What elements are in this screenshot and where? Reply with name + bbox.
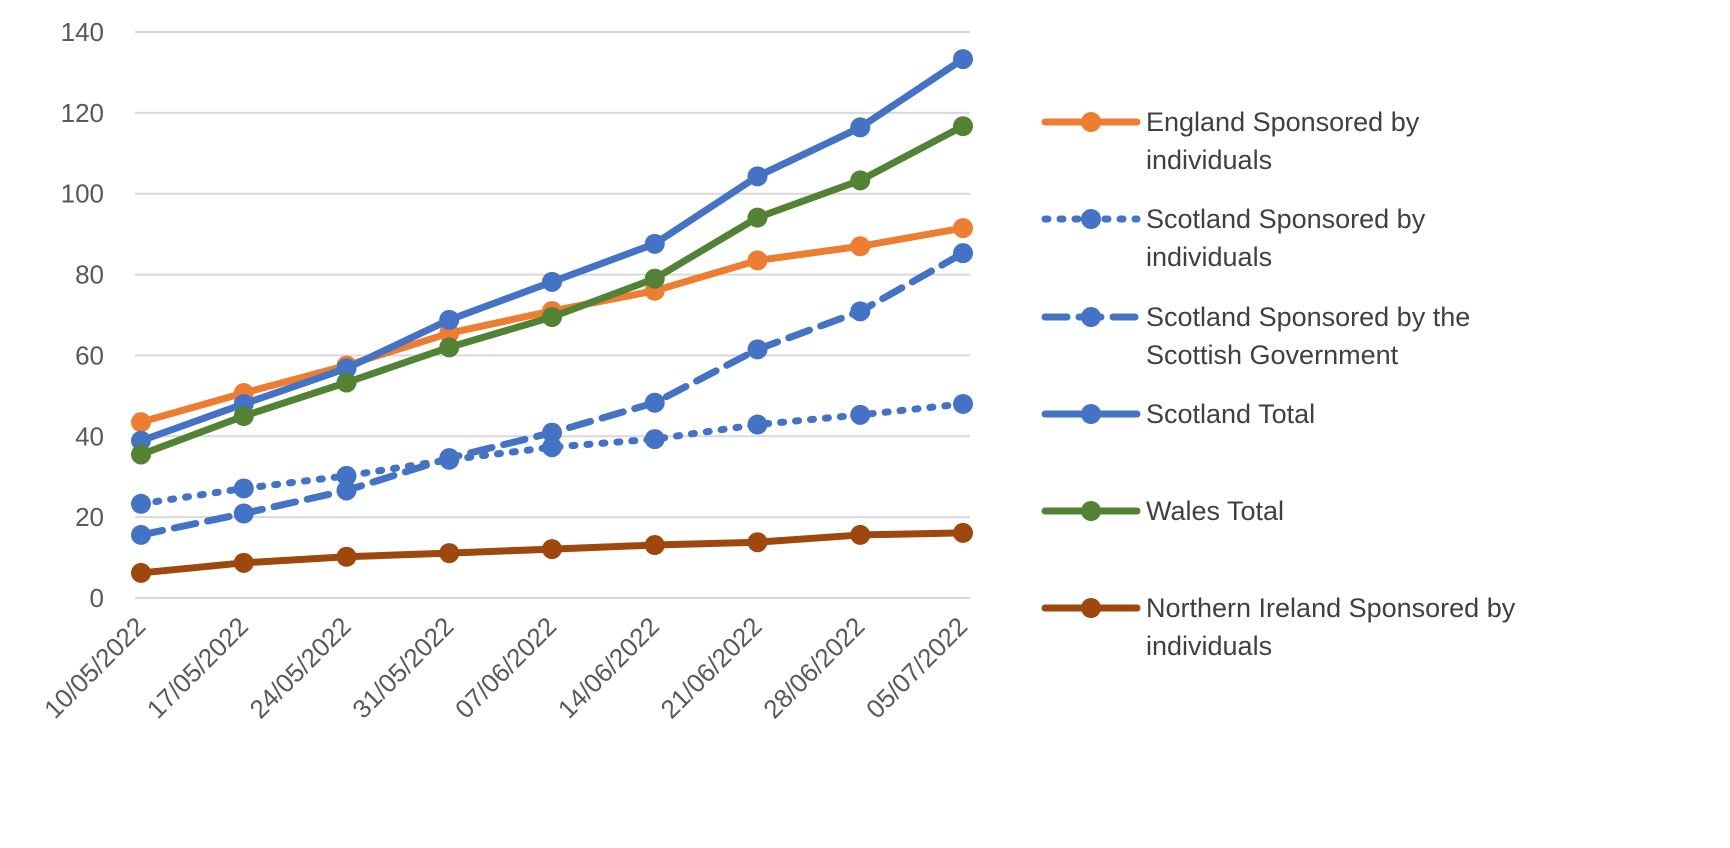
data-point bbox=[953, 243, 973, 264]
data-point bbox=[233, 552, 254, 573]
legend-label: Wales Total bbox=[1146, 496, 1284, 526]
data-point bbox=[850, 524, 871, 545]
legend-label: Scottish Government bbox=[1146, 340, 1399, 370]
data-point bbox=[233, 406, 254, 427]
data-point bbox=[131, 524, 151, 545]
data-point bbox=[336, 372, 357, 393]
data-point bbox=[953, 393, 973, 414]
legend-entry: Northern Ireland Sponsored by individuals bbox=[1041, 593, 1516, 661]
x-tick-label: 05/07/2022 bbox=[860, 611, 973, 724]
y-tick-label: 60 bbox=[75, 340, 104, 370]
y-tick-label: 100 bbox=[61, 179, 104, 209]
data-point bbox=[439, 337, 460, 358]
data-point bbox=[336, 546, 357, 567]
data-point bbox=[747, 414, 768, 435]
series-layer bbox=[131, 49, 973, 583]
y-axis-ticks: 0 20 40 60 80 100 120 140 bbox=[61, 17, 104, 613]
data-point bbox=[233, 478, 254, 499]
y-tick-label: 40 bbox=[75, 421, 104, 451]
legend-label: individuals bbox=[1146, 631, 1272, 661]
x-tick-label: 07/06/2022 bbox=[449, 611, 562, 724]
x-tick-label: 31/05/2022 bbox=[346, 611, 459, 724]
y-tick-label: 140 bbox=[61, 17, 104, 47]
series-line bbox=[137, 400, 967, 508]
legend-entry: Scotland Total bbox=[1041, 399, 1315, 429]
y-tick-label: 0 bbox=[90, 583, 104, 613]
x-tick-label: 10/05/2022 bbox=[38, 611, 151, 724]
data-point bbox=[439, 448, 460, 469]
legend-label: England Sponsored by bbox=[1146, 107, 1420, 137]
legend-label: Scotland Total bbox=[1146, 399, 1315, 429]
legend-entry: Scotland Sponsored by the Scottish Govern… bbox=[1041, 302, 1470, 370]
data-point bbox=[542, 437, 562, 458]
data-point bbox=[850, 301, 871, 322]
data-point bbox=[953, 49, 973, 70]
data-point bbox=[233, 503, 254, 524]
data-point bbox=[131, 444, 151, 465]
data-point bbox=[850, 170, 871, 191]
data-point bbox=[747, 166, 768, 187]
data-point bbox=[542, 539, 562, 560]
x-tick-label: 21/06/2022 bbox=[655, 611, 768, 724]
data-point bbox=[131, 562, 151, 583]
legend-swatch-marker bbox=[1081, 307, 1101, 327]
legend-entry: Wales Total bbox=[1041, 496, 1284, 526]
y-tick-label: 80 bbox=[75, 260, 104, 290]
data-point bbox=[747, 250, 768, 271]
legend-label: individuals bbox=[1146, 242, 1272, 272]
series-3 bbox=[131, 49, 973, 451]
data-point bbox=[644, 268, 665, 289]
series-5 bbox=[131, 522, 973, 583]
data-point bbox=[542, 271, 562, 292]
data-point bbox=[131, 493, 151, 514]
data-point bbox=[336, 480, 357, 501]
data-point bbox=[953, 116, 973, 137]
data-point bbox=[850, 236, 871, 257]
data-point bbox=[850, 404, 871, 425]
legend: England Sponsored byindividualsScotland … bbox=[1041, 107, 1516, 661]
legend-entry: England Sponsored by individuals bbox=[1041, 107, 1420, 175]
legend-swatch-marker bbox=[1081, 112, 1101, 132]
series-2 bbox=[131, 243, 973, 545]
y-tick-label: 20 bbox=[75, 502, 104, 532]
legend-swatch-marker bbox=[1081, 598, 1101, 618]
series-4 bbox=[131, 116, 973, 465]
data-point bbox=[953, 218, 973, 239]
data-point bbox=[747, 532, 768, 553]
data-point bbox=[747, 339, 768, 360]
x-tick-label: 28/06/2022 bbox=[757, 611, 870, 724]
data-point bbox=[644, 233, 665, 254]
legend-label: Scotland Sponsored by bbox=[1146, 204, 1426, 234]
data-point bbox=[644, 429, 665, 450]
data-point bbox=[542, 422, 562, 443]
legend-swatch-marker bbox=[1081, 404, 1101, 424]
legend-label: Northern Ireland Sponsored by bbox=[1146, 593, 1516, 623]
legend-swatch-marker bbox=[1081, 209, 1101, 229]
data-point bbox=[747, 207, 768, 228]
x-tick-label: 24/05/2022 bbox=[244, 611, 357, 724]
data-point bbox=[336, 358, 357, 379]
legend-label: Scotland Sponsored by the bbox=[1146, 302, 1470, 332]
legend-swatch-marker bbox=[1081, 501, 1101, 521]
data-point bbox=[850, 117, 871, 138]
x-tick-label: 14/06/2022 bbox=[552, 611, 665, 724]
data-point bbox=[644, 535, 665, 556]
x-tick-label: 17/05/2022 bbox=[141, 611, 254, 724]
y-tick-label: 120 bbox=[61, 98, 104, 128]
data-point bbox=[439, 543, 460, 564]
data-point bbox=[131, 412, 151, 433]
data-point bbox=[953, 522, 973, 543]
data-point bbox=[542, 307, 562, 328]
data-point bbox=[644, 392, 665, 413]
data-point bbox=[336, 465, 357, 486]
data-point bbox=[439, 309, 460, 330]
x-axis-ticks: 10/05/202217/05/202224/05/202231/05/2022… bbox=[38, 611, 973, 724]
legend-label: individuals bbox=[1146, 145, 1272, 175]
data-point bbox=[131, 430, 151, 451]
legend-entry: Scotland Sponsored by individuals bbox=[1041, 204, 1426, 272]
